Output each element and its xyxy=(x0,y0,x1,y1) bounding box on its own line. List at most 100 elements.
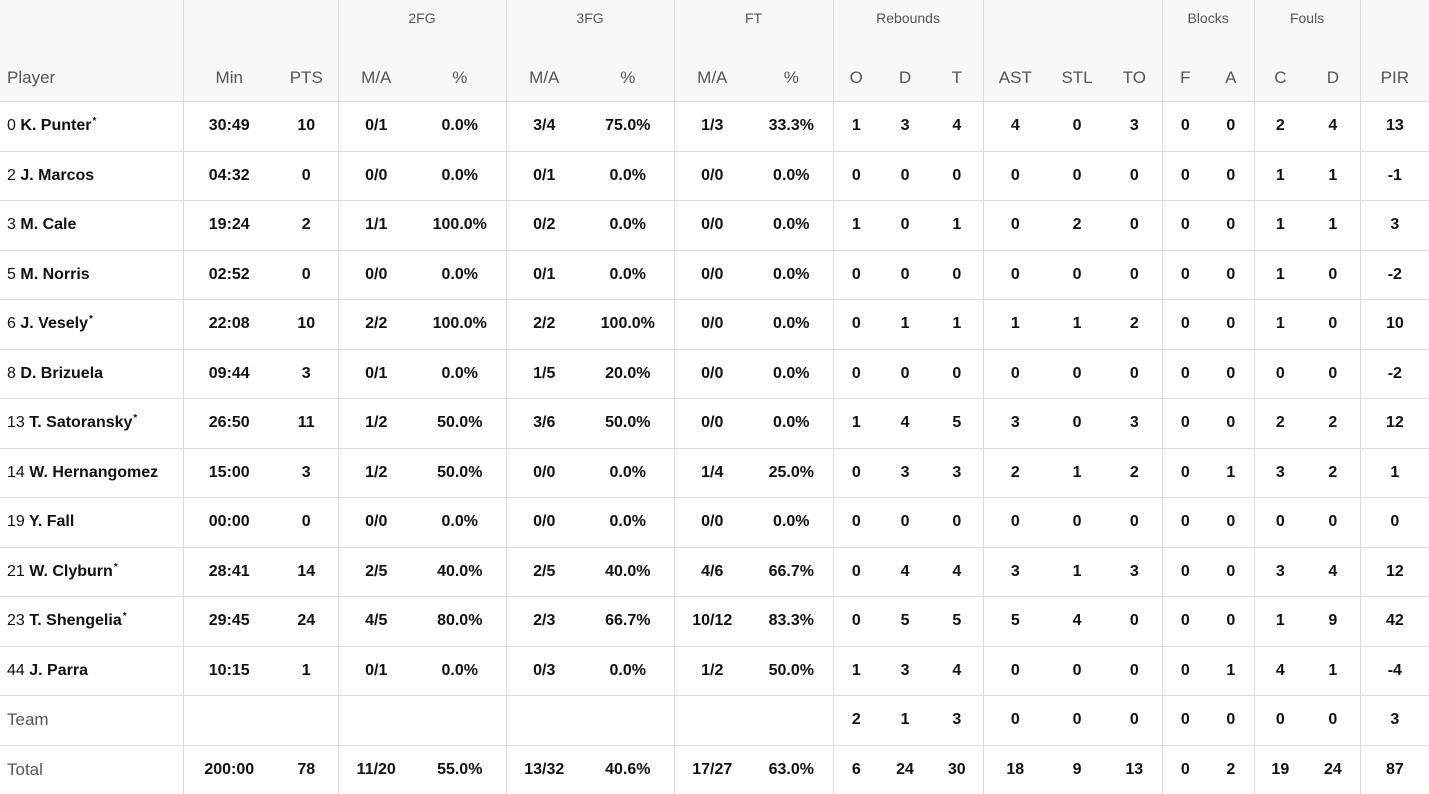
stat-blk-a: 0 xyxy=(1208,597,1254,647)
stat-foul-d: 1 xyxy=(1306,201,1360,251)
player-number: 0 xyxy=(7,117,16,134)
stat-blk-f: 0 xyxy=(1162,547,1208,597)
stat-ast: 0 xyxy=(983,151,1047,201)
stat-2fg-pct: 0.0% xyxy=(414,250,506,300)
col-header-reb-d[interactable]: D xyxy=(879,54,931,102)
header-group-empty-min-pts xyxy=(183,0,338,54)
stat-ft-pct: 83.3% xyxy=(750,597,833,647)
player-cell[interactable]: 19 Y. Fall xyxy=(0,498,183,548)
col-header-min[interactable]: Min xyxy=(183,54,275,102)
player-cell[interactable]: 8 D. Brizuela xyxy=(0,349,183,399)
header-group-fouls: Fouls xyxy=(1254,0,1360,54)
col-header-pts[interactable]: PTS xyxy=(275,54,338,102)
total-label: Total xyxy=(0,745,183,794)
stat-stl: 1 xyxy=(1047,300,1107,350)
stat-ast: 3 xyxy=(983,547,1047,597)
player-name[interactable]: T. Satoransky xyxy=(29,414,132,431)
player-cell[interactable]: 23 T. Shengelia* xyxy=(0,597,183,647)
player-name[interactable]: D. Brizuela xyxy=(20,365,103,382)
col-header-pir[interactable]: PIR xyxy=(1360,54,1429,102)
player-name[interactable]: M. Cale xyxy=(20,216,76,233)
stat-2fg-pct: 40.0% xyxy=(414,547,506,597)
player-name[interactable]: W. Hernangomez xyxy=(29,464,158,481)
player-cell[interactable]: 5 M. Norris xyxy=(0,250,183,300)
player-cell[interactable]: 13 T. Satoransky* xyxy=(0,399,183,449)
col-header-ft-ma[interactable]: M/A xyxy=(674,54,750,102)
player-name[interactable]: M. Norris xyxy=(20,266,89,283)
col-header-to[interactable]: TO xyxy=(1107,54,1162,102)
stat-reb-t: 1 xyxy=(931,300,983,350)
stat-ft-ma: 0/0 xyxy=(674,498,750,548)
col-header-reb-o[interactable]: O xyxy=(833,54,879,102)
stat-reb-d: 4 xyxy=(879,547,931,597)
stat-pts: 11 xyxy=(275,399,338,449)
player-cell[interactable]: 0 K. Punter* xyxy=(0,102,183,152)
player-cell[interactable]: 6 J. Vesely* xyxy=(0,300,183,350)
stat-pts: 1 xyxy=(275,646,338,696)
col-header-reb-t[interactable]: T xyxy=(931,54,983,102)
stat-blk-a: 0 xyxy=(1208,201,1254,251)
col-header-stl[interactable]: STL xyxy=(1047,54,1107,102)
stat-pts: 0 xyxy=(275,250,338,300)
header-group-empty-ast-stl-to xyxy=(983,0,1162,54)
col-header-player[interactable]: Player xyxy=(0,54,183,102)
col-header-3fg-pct[interactable]: % xyxy=(582,54,674,102)
stat-to: 0 xyxy=(1107,201,1162,251)
col-header-blk-a[interactable]: A xyxy=(1208,54,1254,102)
col-header-2fg-ma[interactable]: M/A xyxy=(338,54,414,102)
stat-reb-d: 1 xyxy=(879,300,931,350)
player-cell[interactable]: 21 W. Clyburn* xyxy=(0,547,183,597)
stat-pir: 1 xyxy=(1360,448,1429,498)
stat-stl: 0 xyxy=(1047,250,1107,300)
col-header-ft-pct[interactable]: % xyxy=(750,54,833,102)
stat-pir: 42 xyxy=(1360,597,1429,647)
player-number: 5 xyxy=(7,266,16,283)
col-header-ast[interactable]: AST xyxy=(983,54,1047,102)
player-name[interactable]: J. Parra xyxy=(29,662,88,679)
player-name[interactable]: Y. Fall xyxy=(29,513,74,530)
stat-ast: 2 xyxy=(983,448,1047,498)
player-cell[interactable]: 14 W. Hernangomez xyxy=(0,448,183,498)
player-name[interactable]: W. Clyburn xyxy=(29,563,113,580)
player-name[interactable]: T. Shengelia xyxy=(29,612,121,629)
player-name[interactable]: J. Marcos xyxy=(20,167,94,184)
player-name[interactable]: J. Vesely xyxy=(20,315,88,332)
stat-to: 3 xyxy=(1107,102,1162,152)
stat-2fg-pct: 50.0% xyxy=(414,448,506,498)
player-name[interactable]: K. Punter xyxy=(20,117,91,134)
stat-to: 0 xyxy=(1107,498,1162,548)
stat-stl: 0 xyxy=(1047,399,1107,449)
player-number: 19 xyxy=(7,513,25,530)
col-header-foul-d[interactable]: D xyxy=(1306,54,1360,102)
stat-blk-a: 1 xyxy=(1208,646,1254,696)
player-cell[interactable]: 2 J. Marcos xyxy=(0,151,183,201)
stat-reb-t: 3 xyxy=(931,448,983,498)
stat-min: 30:49 xyxy=(183,102,275,152)
stat-2fg-ma: 2/2 xyxy=(338,300,414,350)
stat-blk-f: 0 xyxy=(1162,646,1208,696)
player-cell[interactable]: 44 J. Parra xyxy=(0,646,183,696)
player-number: 21 xyxy=(7,563,25,580)
stat-pts: 14 xyxy=(275,547,338,597)
col-header-foul-c[interactable]: C xyxy=(1254,54,1306,102)
stat-blk-f: 0 xyxy=(1162,250,1208,300)
col-header-blk-f[interactable]: F xyxy=(1162,54,1208,102)
stat-min: 09:44 xyxy=(183,349,275,399)
player-cell[interactable]: 3 M. Cale xyxy=(0,201,183,251)
col-header-3fg-ma[interactable]: M/A xyxy=(506,54,582,102)
col-header-2fg-pct[interactable]: % xyxy=(414,54,506,102)
stat-3fg-ma: 2/3 xyxy=(506,597,582,647)
